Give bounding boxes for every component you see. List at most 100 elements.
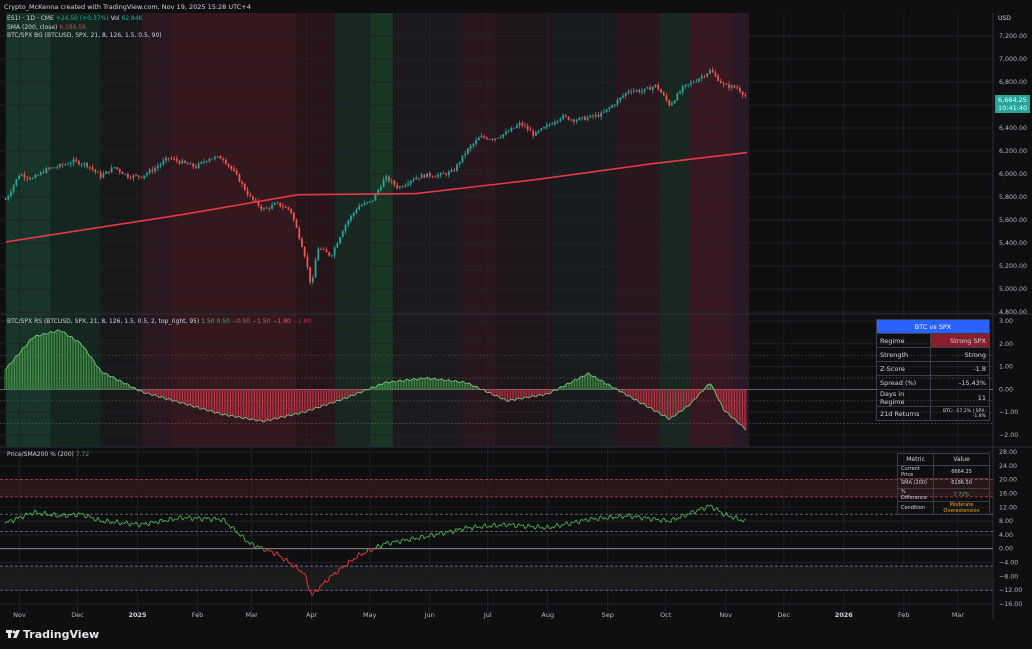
candle-body xyxy=(347,220,350,225)
deviation-line-segment xyxy=(214,516,217,520)
deviation-line-segment xyxy=(263,550,267,553)
candle xyxy=(600,110,603,120)
candle xyxy=(706,73,709,78)
deviation-line-segment xyxy=(76,512,80,517)
deviation-line-segment xyxy=(660,518,664,523)
candle xyxy=(651,85,654,94)
currency-label[interactable]: USD xyxy=(998,15,1011,22)
candle-body xyxy=(537,130,540,132)
candle-body xyxy=(420,174,423,179)
volume-value: 62.84K xyxy=(121,15,143,22)
deviation-line-segment xyxy=(6,521,9,523)
candle-body xyxy=(282,206,284,208)
deviation-line-segment xyxy=(375,544,379,549)
candle xyxy=(407,180,409,188)
time-axis[interactable]: Nov Dec 2025 Feb Mar Apr May Jun Jul Aug Sep Oct Nov… xyxy=(13,611,964,619)
candle-body xyxy=(224,159,227,164)
tradingview-logo[interactable]: TradingView xyxy=(6,628,99,641)
price-axis[interactable]: 7,200.007,000.006,800.006,600.006,400.00… xyxy=(999,33,1027,608)
rs-pane xyxy=(0,329,993,431)
table-row: 21d Returns BTC: -17.2% | SPX: -1.8% xyxy=(876,406,991,421)
candle xyxy=(350,214,352,224)
last-price-badge: 6,664.25 10:41:40 xyxy=(995,95,1031,113)
bg-indicator-legend[interactable]: BTC/SPX BG (BTCUSD, SPX, 21, 8, 126, 1.5… xyxy=(7,32,162,39)
candle xyxy=(496,137,499,139)
regime-band xyxy=(170,13,297,447)
candle xyxy=(279,202,282,208)
time-axis-tick: Aug xyxy=(541,611,554,619)
candle-body xyxy=(80,164,83,166)
regime-band xyxy=(495,13,552,447)
deviation-line-segment xyxy=(322,579,326,584)
deviation-line-segment xyxy=(728,515,730,518)
deviation-line-segment xyxy=(126,520,129,525)
candle xyxy=(401,185,404,189)
candle xyxy=(59,163,61,169)
deviation-line-segment xyxy=(366,548,369,553)
candle-body xyxy=(195,166,197,168)
candle xyxy=(480,132,483,139)
symbol-legend[interactable]: ES1! · 1D · CME +24.50 (+0.37%) Vol 62.8… xyxy=(7,15,143,22)
deviation-line-segment xyxy=(201,518,204,522)
deviation-line-segment xyxy=(580,518,583,521)
pct-diff-key: % Difference xyxy=(896,487,935,502)
candle-body xyxy=(382,179,385,188)
candle xyxy=(537,129,540,135)
deviation-line-segment xyxy=(239,534,243,537)
candle xyxy=(18,173,20,180)
deviation-line-segment xyxy=(695,508,699,512)
deviation-line-segment xyxy=(721,512,724,517)
candle-body xyxy=(241,181,244,184)
regime-band xyxy=(551,13,616,447)
deviation-line-segment xyxy=(566,521,569,525)
candle xyxy=(518,120,521,129)
candle-body xyxy=(600,112,603,117)
time-axis-tick: Nov xyxy=(719,611,732,619)
candle-body xyxy=(290,208,292,213)
sma-dev-legend[interactable]: Price/SMA200 % (200) 7.72 xyxy=(7,451,89,458)
candle xyxy=(72,156,75,167)
candle xyxy=(439,172,442,178)
deviation-line-segment xyxy=(620,515,623,520)
time-axis-tick: Feb xyxy=(898,611,910,619)
candle xyxy=(488,138,491,140)
deviation-line-segment xyxy=(233,526,236,533)
deviation-line-segment xyxy=(662,517,665,520)
candle xyxy=(554,119,556,127)
candle xyxy=(148,167,151,175)
deviation-line-segment xyxy=(121,522,124,524)
deviation-line-segment xyxy=(193,516,196,519)
candle-body xyxy=(363,202,366,205)
deviation-line-segment xyxy=(182,517,185,521)
deviation-line-segment xyxy=(522,524,526,529)
price-axis-tick: 6,800.00 xyxy=(999,79,1027,86)
candle xyxy=(668,99,671,107)
candle-body xyxy=(709,70,711,74)
deviation-line-segment xyxy=(249,542,252,545)
deviation-line-segment xyxy=(452,530,455,535)
deviation-line-segment xyxy=(95,517,99,521)
time-axis-tick: Oct xyxy=(660,611,672,619)
candle xyxy=(592,114,594,120)
deviation-line-segment xyxy=(299,570,302,572)
rs-legend[interactable]: BTC/SPX RS (BTCUSD, SPX, 21, 8, 126, 1.5… xyxy=(7,318,311,325)
deviation-line-segment xyxy=(711,506,715,511)
candle xyxy=(45,166,48,174)
candle-body xyxy=(162,160,165,165)
current-price-key: Current Price xyxy=(896,465,935,479)
table-row: Z-Score -1.8 xyxy=(876,361,991,376)
bar-countdown: 10:41:40 xyxy=(998,104,1028,112)
price-axis-tick: 16.00 xyxy=(999,490,1017,497)
candle xyxy=(143,175,146,180)
candle xyxy=(197,161,200,170)
sma-legend[interactable]: SMA (200, close) 6,186.56 xyxy=(7,24,86,31)
candle-body xyxy=(37,174,40,176)
deviation-line-segment xyxy=(399,539,403,544)
candle xyxy=(317,246,320,261)
candle-body xyxy=(475,140,477,144)
deviation-line-segment xyxy=(654,517,657,521)
candle-body xyxy=(526,126,529,130)
deviation-line-segment xyxy=(105,518,108,523)
candle xyxy=(132,174,135,182)
deviation-line-segment xyxy=(220,518,224,523)
